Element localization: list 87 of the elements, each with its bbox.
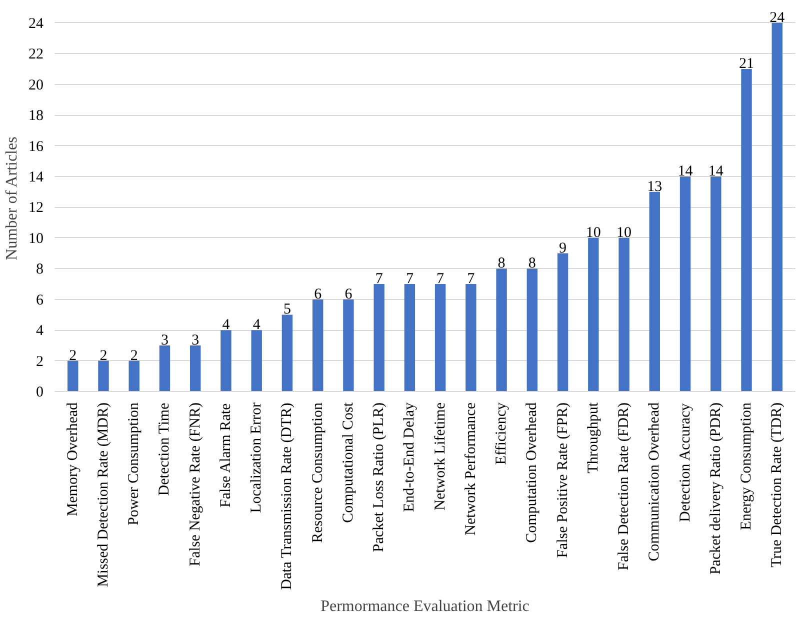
y-tick-label: 0	[36, 384, 44, 400]
x-tick-label: True Detection Rate (TDR)	[769, 402, 786, 568]
bar	[741, 69, 752, 392]
x-tick-label: False Negative Rate (FNR)	[187, 402, 204, 566]
x-tick-label: Network Lifetime	[432, 402, 448, 510]
y-tick-label: 6	[36, 292, 44, 308]
y-axis-title: Number of Articles	[4, 136, 20, 260]
bar	[649, 192, 660, 392]
data-label: 10	[586, 224, 601, 241]
bar	[557, 253, 568, 392]
data-label: 5	[283, 302, 291, 318]
y-tick-label: 10	[28, 230, 44, 247]
x-tick-label: Throughput	[585, 402, 602, 474]
x-tick-label: Localization Error	[248, 402, 265, 513]
x-tick-label: False Positive Rate (FPR)	[554, 402, 571, 558]
data-label: 7	[406, 271, 414, 287]
y-tick-label: 22	[28, 46, 44, 63]
data-label: 7	[467, 271, 476, 287]
y-tick-label: 16	[28, 138, 44, 155]
x-tick-label: Packet delivery Ratio (PDR)	[708, 402, 724, 575]
bar	[526, 268, 538, 392]
x-tick-label: Data Transmission Rate (DTR)	[279, 402, 296, 590]
bar	[68, 360, 78, 392]
data-label: 6	[314, 286, 322, 302]
bar	[251, 330, 262, 392]
x-tick-label: False Alarm Rate	[218, 402, 234, 508]
data-label: 13	[647, 178, 662, 195]
data-label: 14	[708, 164, 724, 180]
y-tick-label: 12	[28, 200, 44, 216]
data-label: 3	[160, 332, 168, 348]
y-tick-label: 4	[36, 323, 44, 340]
y-tick-label: 2	[36, 354, 44, 370]
data-label: 21	[739, 56, 754, 72]
x-tick-label: End-to-End Delay	[402, 402, 418, 512]
data-label: 2	[100, 348, 108, 364]
x-tick-label: Resource Consumption	[310, 402, 326, 543]
x-tick-label: Detection Accuracy	[677, 402, 694, 522]
x-tick-label: Missed Detection Rate (MDR)	[95, 402, 112, 588]
data-label: 8	[498, 256, 506, 272]
bar	[710, 176, 722, 392]
data-label: 4	[252, 317, 261, 334]
bar	[588, 238, 599, 392]
x-tick-label: Memory Overhead	[64, 402, 81, 516]
data-label: 24	[770, 10, 786, 26]
y-tick-label: 14	[28, 170, 44, 186]
bar	[496, 268, 507, 392]
bar	[282, 314, 293, 392]
data-label: 8	[528, 256, 536, 272]
bar	[434, 284, 446, 392]
bar	[680, 176, 691, 392]
data-label: 3	[192, 332, 200, 348]
data-label: 2	[69, 348, 77, 364]
data-label: 14	[678, 164, 694, 180]
y-tick-label: 20	[28, 77, 44, 94]
bar	[190, 345, 201, 392]
x-tick-label: Network Performance	[462, 402, 479, 536]
bar	[220, 330, 232, 392]
bar	[343, 299, 354, 392]
x-tick-label: False Detection Rate (FDR)	[616, 402, 632, 570]
x-tick-label: Communication Overhead	[646, 402, 663, 562]
bar	[618, 238, 630, 392]
bar	[159, 345, 170, 392]
bar	[128, 360, 140, 392]
x-tick-label: Energy Consumption	[738, 402, 755, 530]
data-label: 6	[344, 286, 353, 302]
x-tick-label: Detection Time	[156, 402, 173, 496]
x-tick-label: Packet Loss Ratio (PLR)	[371, 402, 388, 552]
y-tick-label: 24	[28, 16, 44, 32]
data-label: 9	[559, 240, 567, 256]
x-tick-label: Efficiency	[494, 402, 510, 465]
data-label: 2	[130, 348, 138, 364]
y-tick-label: 18	[28, 108, 44, 124]
x-tick-label: Power Consumption	[126, 402, 142, 526]
x-axis-title: Permormance Evaluation Metric	[320, 598, 530, 615]
data-label: 10	[616, 224, 632, 241]
x-tick-label: Computation Overhead	[524, 402, 540, 543]
bar	[312, 299, 324, 392]
data-label: 7	[375, 271, 384, 287]
data-label: 4	[222, 317, 230, 334]
x-tick-label: Computational Cost	[340, 402, 356, 523]
data-label: 7	[436, 271, 445, 287]
bar	[98, 360, 109, 392]
y-tick-label: 8	[36, 262, 44, 278]
bar	[466, 284, 476, 392]
bar	[404, 284, 416, 392]
bar	[772, 22, 782, 392]
bar	[374, 284, 384, 392]
